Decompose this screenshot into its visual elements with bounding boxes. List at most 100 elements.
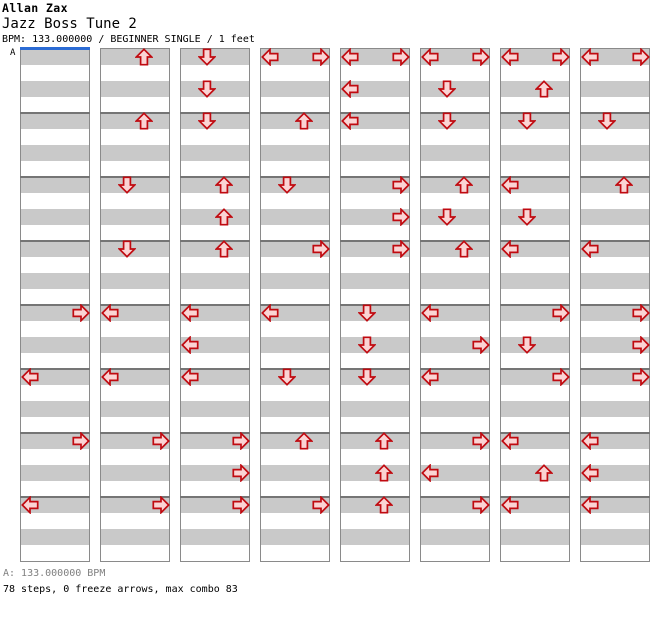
step-arrow-down-icon [278,176,296,194]
step-arrow-right-icon [632,336,650,354]
step-arrow-left-icon [581,240,599,258]
step-arrow-left-icon [501,432,519,450]
measure-line [260,176,330,178]
measure-line [100,304,170,306]
measure-line [180,304,250,306]
measure-line [340,240,410,242]
chart-column [340,48,410,562]
step-arrow-left-icon [101,304,119,322]
step-arrow-left-icon [581,48,599,66]
measure-line [20,432,90,434]
step-arrow-down-icon [118,176,136,194]
step-arrow-up-icon [295,432,313,450]
step-arrow-right-icon [152,496,170,514]
step-arrow-up-icon [375,496,393,514]
measure-line [340,304,410,306]
measure-line [580,112,650,114]
measure-line [100,368,170,370]
step-arrow-left-icon [341,48,359,66]
measure-line [580,176,650,178]
measure-line [260,304,330,306]
step-arrow-right-icon [232,464,250,482]
measure-line [20,304,90,306]
measure-line [420,304,490,306]
step-arrow-left-icon [181,368,199,386]
step-arrow-up-icon [135,48,153,66]
step-arrow-right-icon [472,336,490,354]
step-arrow-left-icon [421,304,439,322]
chart-column [20,48,90,562]
chart-column [500,48,570,562]
step-arrow-up-icon [535,80,553,98]
step-arrow-down-icon [438,112,456,130]
bpm-legend: A: 133.000000 BPM [3,568,105,580]
measure-line [500,176,570,178]
step-arrow-right-icon [552,48,570,66]
step-arrow-down-icon [118,240,136,258]
measure-line [500,432,570,434]
step-arrow-down-icon [358,336,376,354]
step-arrow-left-icon [421,368,439,386]
measure-line [500,240,570,242]
step-arrow-left-icon [581,464,599,482]
step-arrow-left-icon [501,240,519,258]
measure-line [180,240,250,242]
measure-line [340,496,410,498]
step-arrow-right-icon [392,240,410,258]
step-arrow-up-icon [535,464,553,482]
step-arrow-right-icon [72,304,90,322]
step-arrow-up-icon [455,176,473,194]
step-arrow-up-icon [215,208,233,226]
measure-line [420,240,490,242]
chart-column [260,48,330,562]
measure-line [20,240,90,242]
step-arrow-up-icon [455,240,473,258]
step-arrow-left-icon [261,304,279,322]
measure-line [100,112,170,114]
measure-line [180,112,250,114]
step-arrow-down-icon [198,112,216,130]
measure-line [500,112,570,114]
measure-line [180,368,250,370]
measure-line [260,112,330,114]
stats-line: 78 steps, 0 freeze arrows, max combo 83 [3,584,238,596]
step-arrow-up-icon [375,432,393,450]
measure-line [20,176,90,178]
step-arrow-up-icon [295,112,313,130]
measure-line [100,176,170,178]
step-arrow-right-icon [72,432,90,450]
measure-line [100,240,170,242]
measure-line [580,304,650,306]
step-arrow-down-icon [278,368,296,386]
measure-line [260,240,330,242]
measure-line [420,112,490,114]
step-arrow-down-icon [518,208,536,226]
step-arrow-left-icon [581,432,599,450]
measure-line [340,176,410,178]
step-arrow-up-icon [135,112,153,130]
chart-column [420,48,490,562]
step-arrow-right-icon [632,304,650,322]
step-arrow-left-icon [341,80,359,98]
measure-line [20,112,90,114]
measure-line [500,496,570,498]
step-arrow-left-icon [581,496,599,514]
step-arrow-left-icon [421,48,439,66]
step-arrow-right-icon [232,432,250,450]
step-arrow-left-icon [501,496,519,514]
step-arrow-left-icon [21,496,39,514]
step-arrow-right-icon [632,368,650,386]
measure-line [580,368,650,370]
measure-line [100,432,170,434]
step-arrow-right-icon [472,48,490,66]
step-arrow-left-icon [261,48,279,66]
measure-line [500,368,570,370]
step-arrow-down-icon [358,304,376,322]
step-arrow-left-icon [101,368,119,386]
step-arrow-down-icon [198,48,216,66]
step-arrow-left-icon [501,48,519,66]
step-arrow-left-icon [501,176,519,194]
step-arrow-left-icon [181,336,199,354]
step-arrow-right-icon [312,496,330,514]
measure-line [180,432,250,434]
